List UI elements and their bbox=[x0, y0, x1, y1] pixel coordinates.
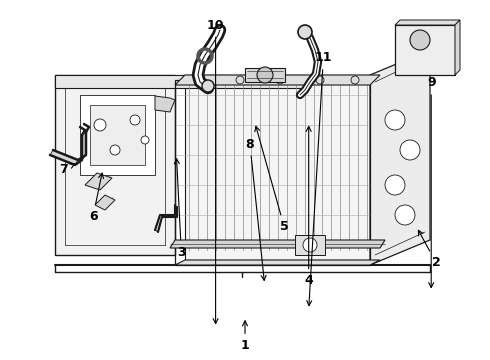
Polygon shape bbox=[170, 240, 385, 248]
Polygon shape bbox=[82, 132, 86, 160]
Text: 7: 7 bbox=[59, 163, 75, 176]
Polygon shape bbox=[155, 96, 175, 112]
Polygon shape bbox=[55, 75, 305, 88]
Polygon shape bbox=[395, 20, 460, 25]
Polygon shape bbox=[175, 75, 380, 85]
Text: 9: 9 bbox=[427, 76, 436, 288]
Polygon shape bbox=[50, 150, 78, 165]
Text: 11: 11 bbox=[307, 51, 332, 306]
Polygon shape bbox=[295, 235, 325, 255]
Circle shape bbox=[202, 80, 214, 92]
Circle shape bbox=[385, 175, 405, 195]
Circle shape bbox=[303, 238, 317, 252]
Polygon shape bbox=[155, 205, 177, 232]
Text: 4: 4 bbox=[304, 126, 313, 287]
Text: 5: 5 bbox=[255, 126, 289, 233]
Circle shape bbox=[316, 76, 324, 84]
Polygon shape bbox=[395, 25, 455, 75]
Polygon shape bbox=[85, 173, 112, 190]
Circle shape bbox=[130, 115, 140, 125]
Text: 8: 8 bbox=[245, 138, 266, 280]
Text: 1: 1 bbox=[241, 321, 249, 352]
Circle shape bbox=[196, 76, 204, 84]
Text: 6: 6 bbox=[89, 173, 103, 222]
Polygon shape bbox=[455, 20, 460, 75]
Circle shape bbox=[257, 67, 273, 83]
Text: 2: 2 bbox=[418, 230, 441, 269]
Text: 3: 3 bbox=[174, 159, 186, 258]
Circle shape bbox=[110, 145, 120, 155]
Polygon shape bbox=[175, 260, 380, 265]
Polygon shape bbox=[55, 75, 175, 255]
Polygon shape bbox=[80, 95, 155, 175]
Circle shape bbox=[395, 205, 415, 225]
Circle shape bbox=[351, 76, 359, 84]
Circle shape bbox=[94, 119, 106, 131]
Circle shape bbox=[385, 110, 405, 130]
Circle shape bbox=[141, 136, 149, 144]
Circle shape bbox=[236, 76, 244, 84]
Polygon shape bbox=[95, 195, 115, 210]
Polygon shape bbox=[185, 75, 380, 260]
Polygon shape bbox=[245, 68, 285, 82]
Circle shape bbox=[298, 25, 312, 39]
Text: 10: 10 bbox=[207, 19, 224, 324]
Circle shape bbox=[276, 76, 284, 84]
Polygon shape bbox=[90, 105, 145, 165]
Circle shape bbox=[400, 140, 420, 160]
Circle shape bbox=[410, 30, 430, 50]
Polygon shape bbox=[370, 50, 430, 265]
